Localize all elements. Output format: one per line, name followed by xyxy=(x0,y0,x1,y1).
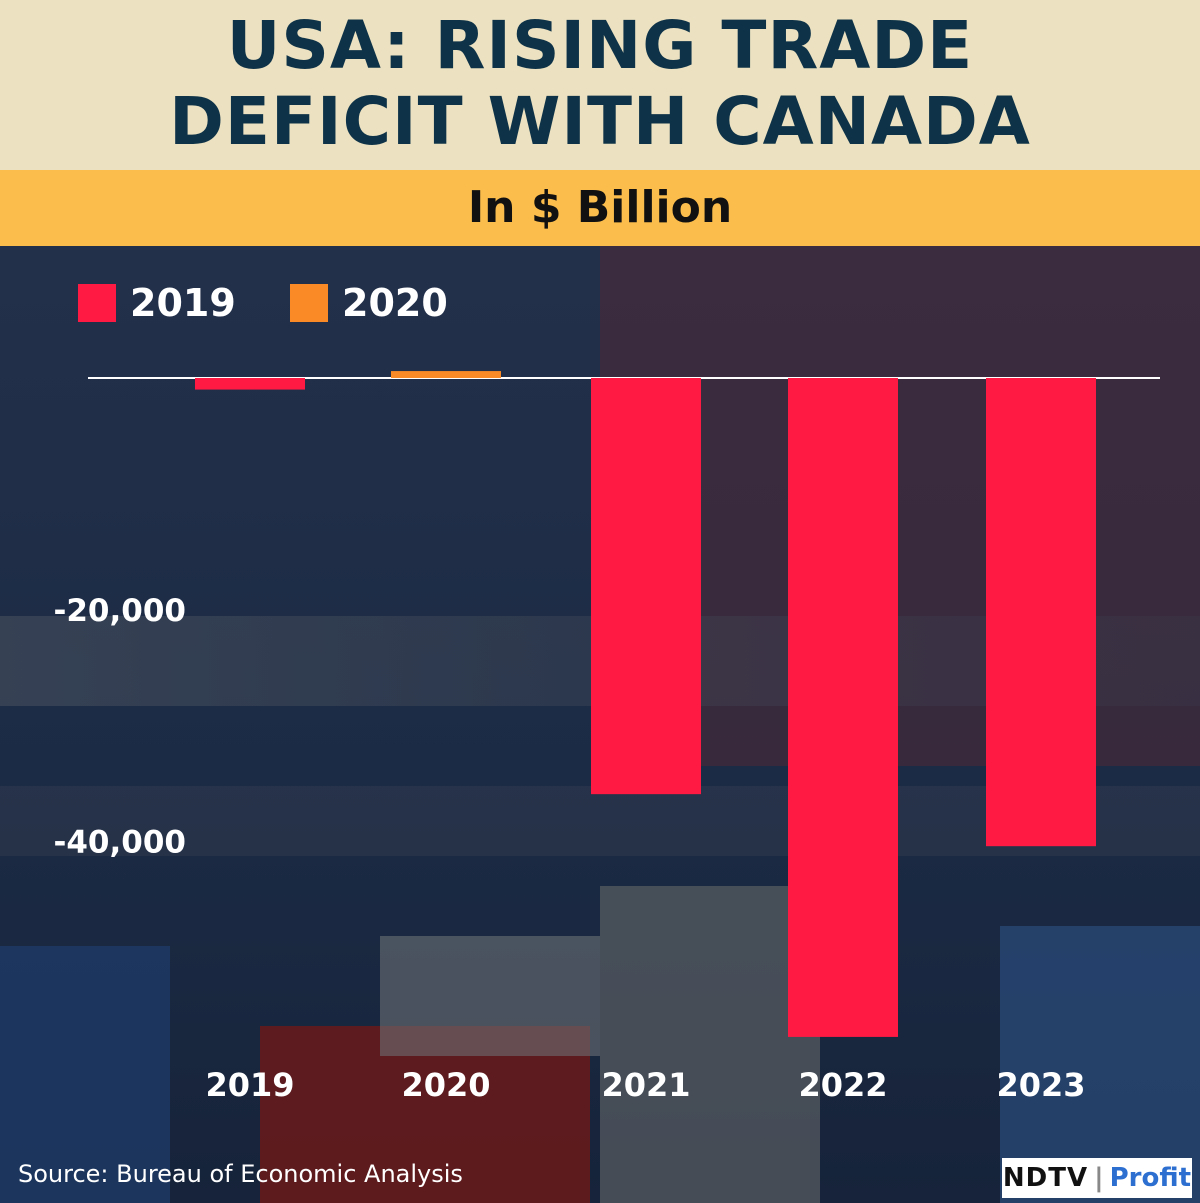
x-tick-2020: 2020 xyxy=(401,1066,490,1104)
y-tick-label: -20,000 xyxy=(54,593,187,629)
logo-profit: Profit xyxy=(1109,1163,1192,1193)
x-tick-2021: 2021 xyxy=(601,1066,690,1104)
legend-label-2019: 2019 xyxy=(130,281,236,325)
x-tick-2022: 2022 xyxy=(798,1066,887,1104)
title-line-1: USA: RISING TRADE xyxy=(226,7,974,84)
legend-label-2020: 2020 xyxy=(342,281,448,325)
logo-separator: | xyxy=(1094,1163,1104,1193)
legend-swatch-2020 xyxy=(290,284,328,322)
x-tick-2019: 2019 xyxy=(205,1066,294,1104)
logo-ndtv: NDTV xyxy=(1002,1163,1089,1193)
x-tick-2023: 2023 xyxy=(996,1066,1085,1104)
title-band: USA: RISING TRADE DEFICIT WITH CANADA xyxy=(0,0,1200,170)
bar-2020 xyxy=(391,371,501,378)
title-line-2: DEFICIT WITH CANADA xyxy=(169,83,1031,160)
y-tick-labels: -20,000 -40,000 xyxy=(54,593,187,860)
subtitle: In $ Billion xyxy=(467,182,733,233)
bar-2021 xyxy=(591,378,701,795)
ndtv-profit-logo: NDTV | Profit xyxy=(1002,1158,1192,1198)
source-note: Source: Bureau of Economic Analysis xyxy=(18,1160,463,1188)
bar-2019 xyxy=(195,378,305,390)
bars xyxy=(195,371,1096,1037)
y-tick-label: -40,000 xyxy=(54,824,187,860)
bar-chart: 2019 2020 -20,000 -40,000 2019 2020 2021 2022… xyxy=(54,281,1160,1104)
bar-2023 xyxy=(986,378,1096,847)
legend-swatch-2019 xyxy=(78,284,116,322)
subtitle-band: In $ Billion xyxy=(0,170,1200,246)
legend: 2019 2020 xyxy=(78,281,448,325)
bar-2022 xyxy=(788,378,898,1037)
x-tick-labels: 2019 2020 2021 2022 2023 xyxy=(205,1066,1085,1104)
